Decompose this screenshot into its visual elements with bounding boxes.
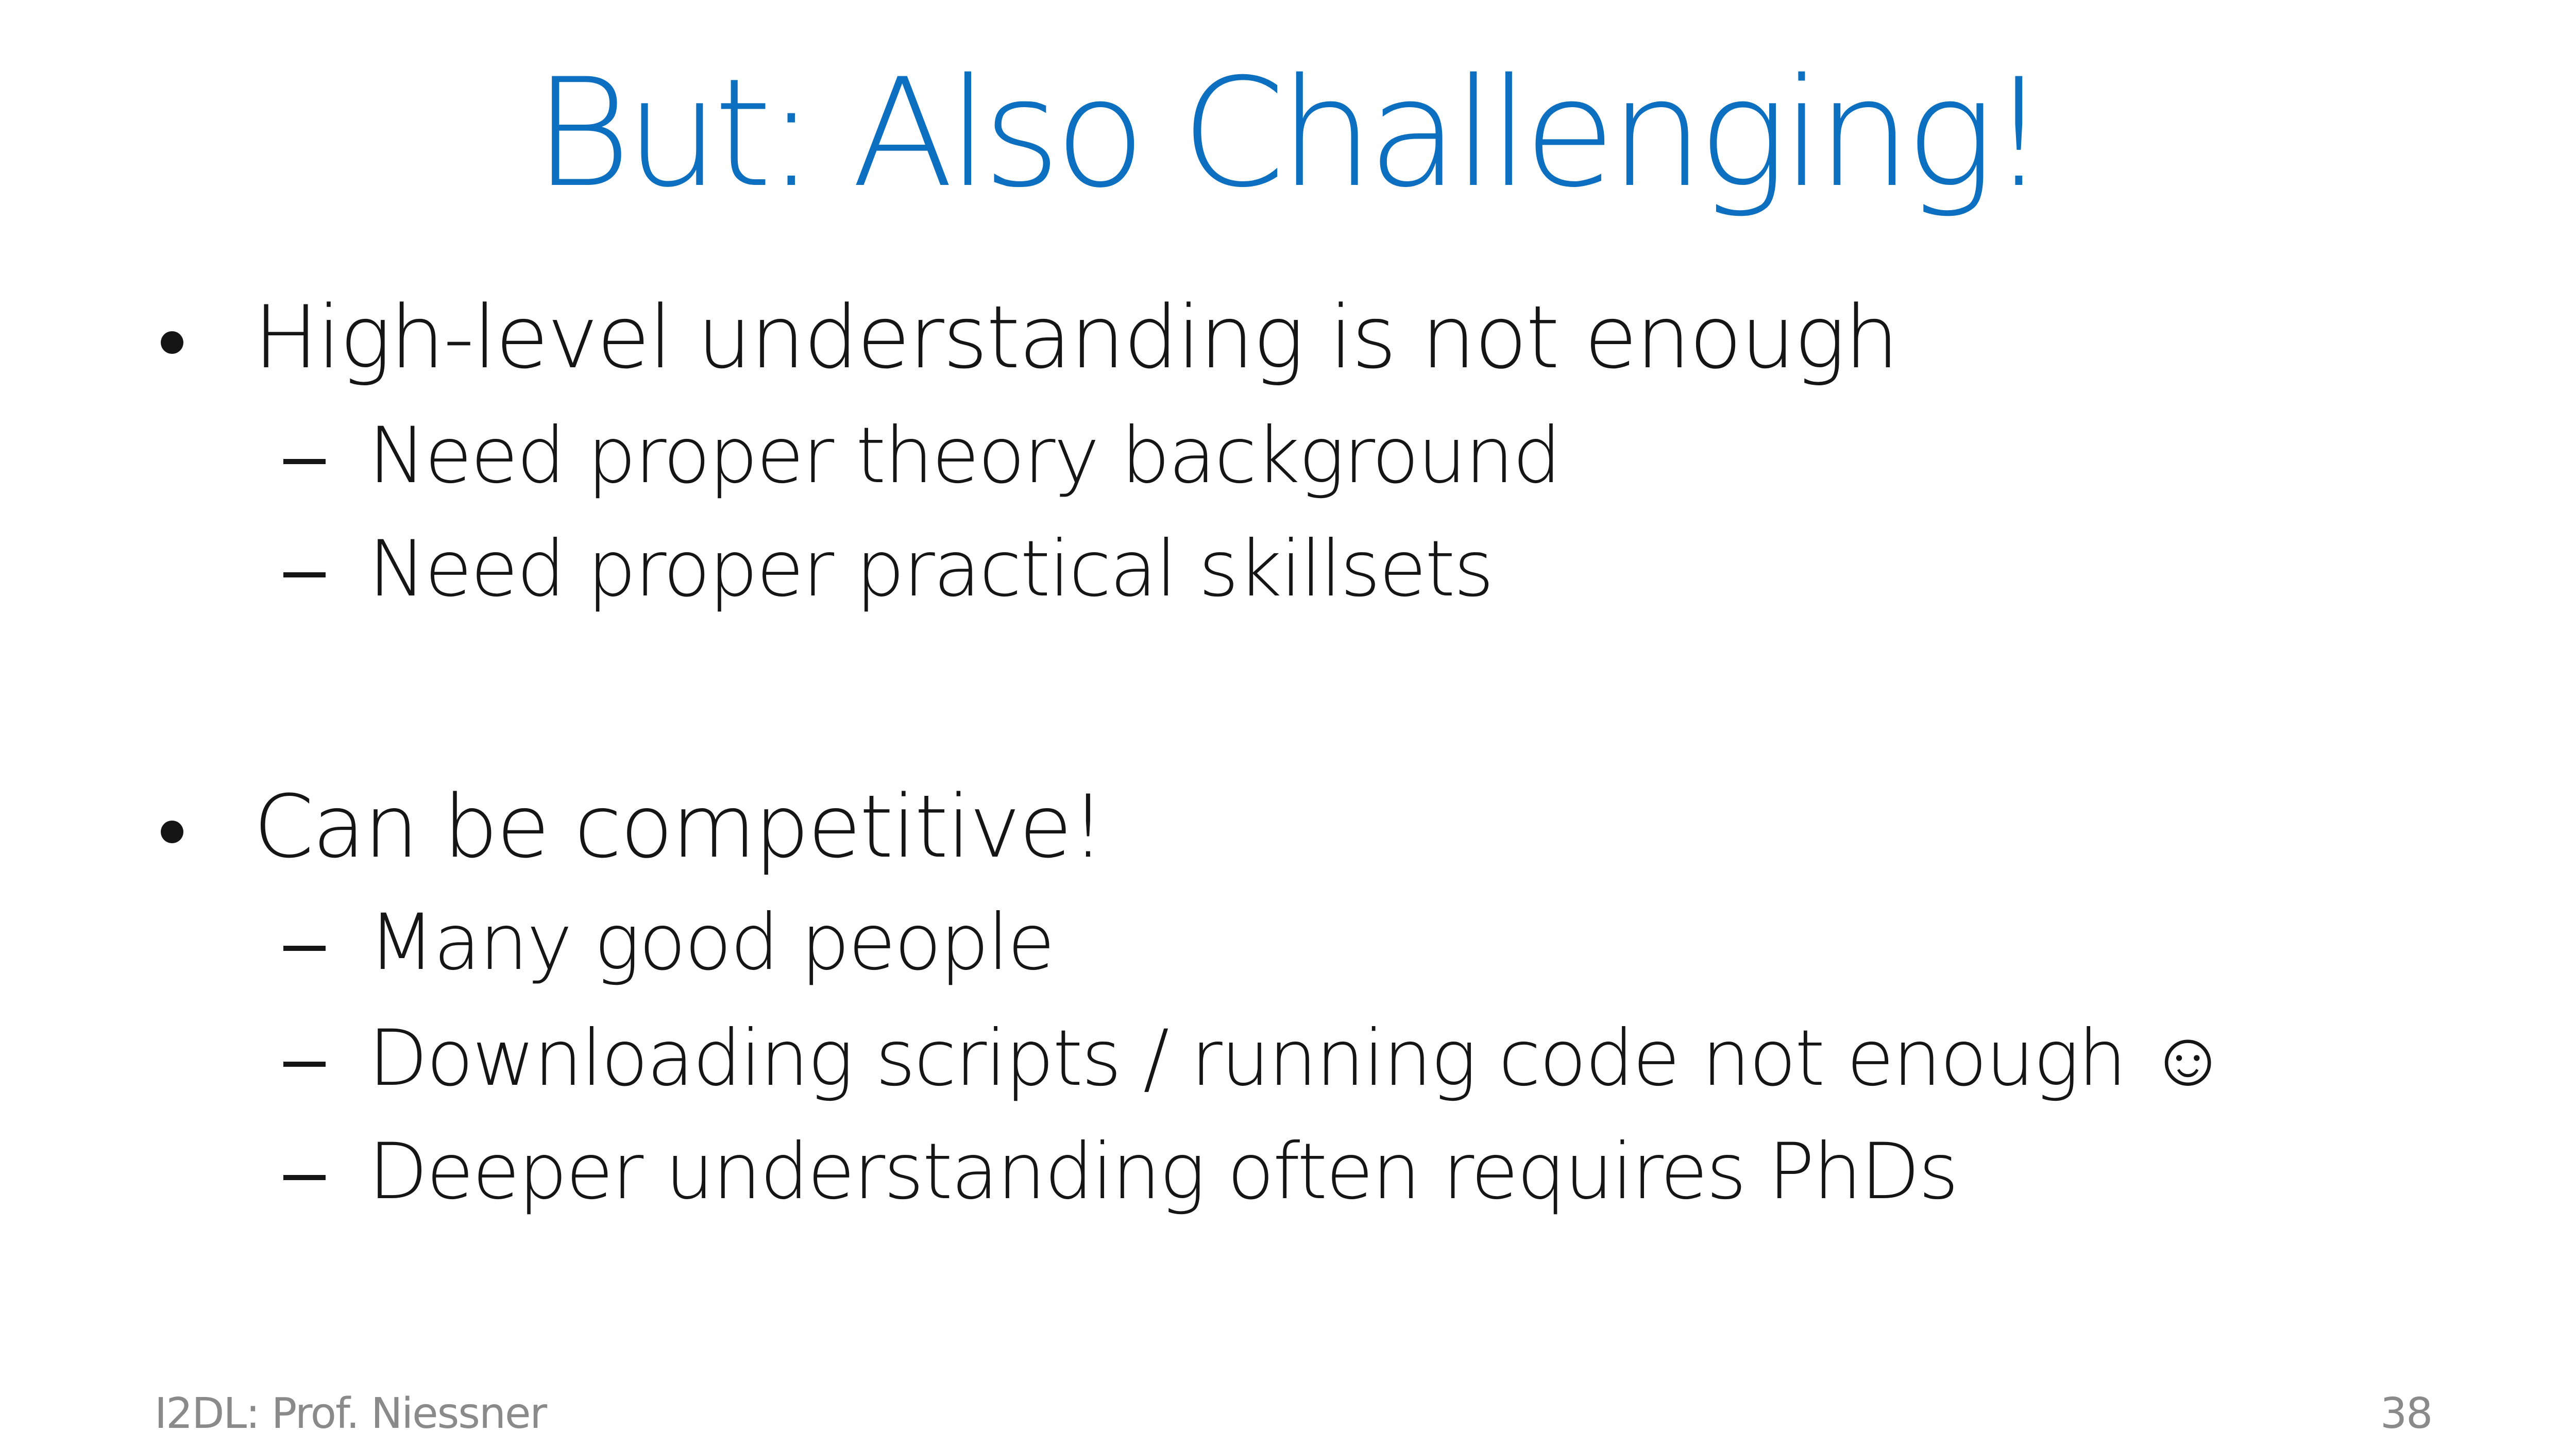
bullet-text: High-level understanding is not enough: [253, 287, 1899, 388]
sub-bullet-text: Need proper practical skillsets: [368, 524, 1494, 614]
bullet-dot-icon: [161, 331, 183, 354]
sub-bullet-text: Downloading scripts / running code not e…: [368, 1014, 2227, 1103]
footer-course-label: I2DL: Prof. Niessner: [155, 1389, 547, 1438]
page-number: 38: [2380, 1389, 2433, 1438]
bullet-text: Can be competitive!: [253, 776, 1106, 877]
sub-bullet-text: Deeper understanding often requires PhDs: [368, 1127, 1959, 1217]
sub-bullet-text: Need proper theory background: [368, 411, 1562, 501]
dash-icon: [283, 1062, 326, 1067]
dash-icon: [283, 946, 326, 951]
dash-icon: [283, 1175, 326, 1180]
dash-icon: [283, 459, 326, 464]
bullet-dot-icon: [161, 821, 183, 843]
dash-icon: [283, 572, 326, 577]
slide-title: But: Also Challenging!: [533, 47, 2049, 220]
sub-bullet-text: Many good people: [368, 898, 1055, 987]
